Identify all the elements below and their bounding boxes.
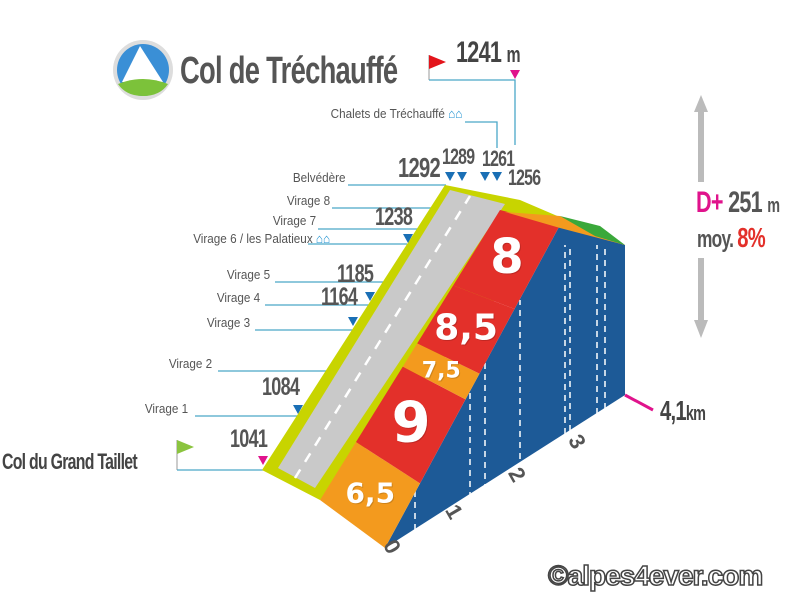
start-altitude: 1041 xyxy=(230,425,268,453)
side-face xyxy=(385,225,625,548)
start-flag-icon xyxy=(176,440,194,470)
altitude-label: 1238 xyxy=(375,203,413,231)
altitude-label: 1084 xyxy=(262,373,300,401)
waypoint-label: Belvédère xyxy=(293,170,346,185)
gradient-label: 6,5 xyxy=(345,476,396,510)
waypoint-label: Virage 5 xyxy=(226,267,270,282)
start-name: Col du Grand Taillet xyxy=(2,449,138,474)
waypoint-label: Virage 4 xyxy=(216,290,260,305)
gradient-segment xyxy=(417,285,515,374)
page-title: Col de Tréchauffé xyxy=(180,50,398,92)
waypoint-label: Virage 2 xyxy=(168,356,212,371)
summit-altitude: 1241 m xyxy=(456,36,521,69)
gradient-segment xyxy=(320,442,420,548)
houses-icon: ⌂⌂ xyxy=(447,106,462,121)
altitude-label: 1292 xyxy=(398,152,441,183)
total-distance: 4,1km xyxy=(660,395,706,426)
altitude-label: 1185 xyxy=(337,260,374,288)
average-gradient: moy. 8% xyxy=(697,222,766,253)
copyright: ©alpes4ever.com xyxy=(547,559,764,592)
waypoint-label: Virage 7 xyxy=(272,213,316,228)
altitude-label: 1289 xyxy=(442,144,475,169)
distance-marker xyxy=(624,393,654,412)
gradient-segment xyxy=(402,343,480,400)
gradient-label: 7,5 xyxy=(421,358,461,384)
houses-icon: ⌂⌂ xyxy=(315,231,330,246)
waypoint-label: Virage 8 xyxy=(286,193,330,208)
gradient-label: 9 xyxy=(391,390,431,456)
logo-icon xyxy=(113,40,173,100)
gradient-label: 8,5 xyxy=(434,307,498,349)
km-gridlines xyxy=(414,245,606,530)
summit-strip xyxy=(505,212,625,245)
elevation-arrow-icon xyxy=(694,95,708,338)
waypoint-label: Virage 3 xyxy=(206,315,250,330)
leader-lines xyxy=(177,79,516,471)
gradient-band xyxy=(320,210,560,548)
summit-flag-icon xyxy=(428,55,446,80)
gradient-segment xyxy=(453,210,560,309)
waypoint-label: Virage 1 xyxy=(144,401,188,416)
gradient-segment xyxy=(356,366,466,484)
waypoint-label: Virage 6 / les Palatieux ⌂⌂ xyxy=(193,231,330,246)
elevation-gain: D+ 251 m xyxy=(696,186,780,219)
altitude-label: 1256 xyxy=(508,165,541,190)
altitude-label: 1261 xyxy=(482,146,515,171)
altitude-label: 1164 xyxy=(321,283,358,311)
altitude-markers xyxy=(293,172,502,414)
gradient-label: 8 xyxy=(490,229,524,286)
waypoint-label: Chalets de Tréchauffé ⌂⌂ xyxy=(330,106,462,121)
